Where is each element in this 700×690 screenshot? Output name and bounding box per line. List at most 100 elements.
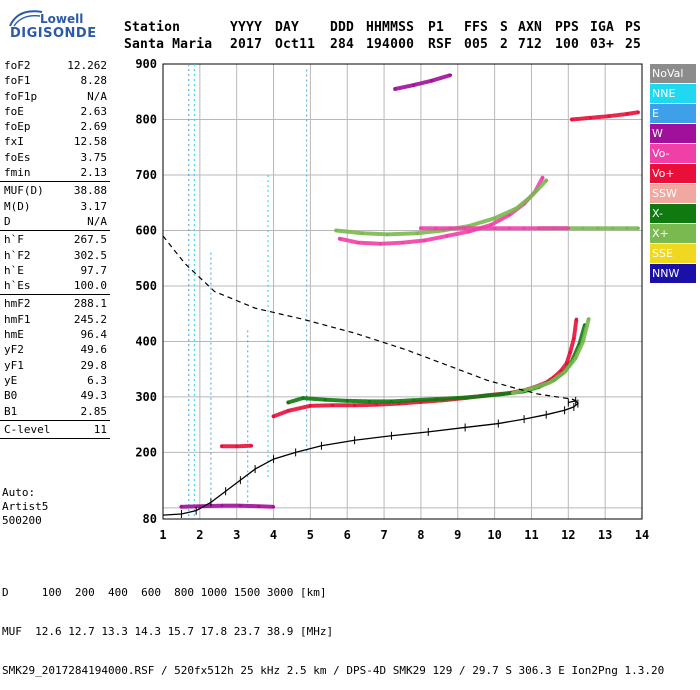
param-label: B1 bbox=[4, 404, 18, 418]
x-tick-label: 8 bbox=[417, 528, 424, 542]
echo-point bbox=[323, 398, 327, 402]
param-label: hmF2 bbox=[4, 297, 31, 311]
echo-point bbox=[220, 504, 224, 508]
param-row: yE 6.3 bbox=[0, 373, 110, 388]
echo-point bbox=[198, 504, 202, 508]
y-tick-label: 900 bbox=[135, 57, 157, 71]
param-label: fmin bbox=[4, 166, 31, 180]
param-row: foEs 3.75 bbox=[0, 150, 110, 165]
echo-point bbox=[345, 399, 349, 403]
echo-point bbox=[529, 387, 534, 391]
logo-text-lowell: Lowell bbox=[40, 12, 84, 26]
param-value: 96.4 bbox=[80, 328, 108, 342]
echo-point bbox=[581, 339, 585, 344]
legend-entry: SSE bbox=[650, 244, 696, 263]
echo-point bbox=[393, 87, 397, 91]
param-label: M(D) bbox=[4, 199, 31, 213]
echo-point bbox=[238, 504, 242, 508]
param-value: 245.2 bbox=[73, 312, 107, 326]
x-tick-label: 3 bbox=[233, 528, 240, 542]
legend-entry: Vo+ bbox=[650, 164, 696, 183]
echo-point bbox=[537, 226, 541, 230]
echo-point bbox=[588, 116, 593, 120]
x-tick-label: 11 bbox=[524, 528, 538, 542]
echo-point bbox=[249, 444, 254, 448]
param-label: yE bbox=[4, 373, 18, 387]
header-label: IGA bbox=[590, 20, 615, 35]
param-label: hmF1 bbox=[4, 312, 31, 326]
param-row: hmE 96.4 bbox=[0, 327, 110, 342]
echo-point bbox=[271, 505, 276, 509]
param-value: 12.58 bbox=[73, 135, 107, 149]
echo-point bbox=[301, 396, 305, 400]
echo-point bbox=[610, 226, 615, 230]
param-row: h`F 267.5 bbox=[0, 232, 110, 247]
header-value: 284 bbox=[330, 37, 355, 52]
echo-point bbox=[448, 226, 452, 230]
header-value: Oct11 bbox=[275, 37, 316, 52]
param-value: 2.63 bbox=[80, 104, 108, 118]
echo-point bbox=[415, 231, 419, 235]
footer-distance-row: D 100 200 400 600 800 1000 1500 3000 [km… bbox=[2, 586, 327, 599]
param-row: h`F2 302.5 bbox=[0, 248, 110, 263]
param-value: N/A bbox=[87, 89, 107, 103]
param-row: h`Es 100.0 bbox=[0, 278, 110, 293]
param-value: 267.5 bbox=[73, 233, 107, 247]
param-value: 12.262 bbox=[67, 59, 107, 72]
echo-point bbox=[419, 226, 423, 230]
echo-point bbox=[463, 226, 467, 230]
param-row: foF1 8.28 bbox=[0, 73, 110, 88]
auto-version: 500200 bbox=[2, 514, 42, 527]
param-row: foE 2.63 bbox=[0, 104, 110, 119]
footer-file-info: SMK29_2017284194000.RSF / 520fx512h 25 k… bbox=[2, 664, 665, 677]
param-label: D bbox=[4, 214, 11, 228]
param-row: fmin 2.13 bbox=[0, 165, 110, 180]
param-value: 2.85 bbox=[80, 404, 108, 418]
param-row: C-level 11 bbox=[0, 422, 110, 437]
param-value: 6.3 bbox=[87, 373, 107, 387]
scaled-parameters-panel: foF2 12.262 foF1 8.28 foF1p N/A foE 2.63 foEp 2.6… bbox=[0, 58, 110, 440]
param-row: yF1 29.8 bbox=[0, 358, 110, 373]
y-tick-label-min: 80 bbox=[143, 512, 157, 526]
legend-entry: E bbox=[650, 104, 696, 123]
header-label: PS bbox=[625, 20, 642, 35]
echo-point bbox=[625, 226, 629, 230]
echo-point bbox=[478, 226, 482, 230]
echo-point bbox=[434, 226, 438, 230]
echo-point bbox=[500, 392, 504, 396]
x-tick-label: 7 bbox=[380, 528, 387, 542]
plot-frame bbox=[162, 63, 643, 520]
param-row: yF2 49.6 bbox=[0, 342, 110, 357]
y-tick-label: 500 bbox=[135, 279, 157, 293]
echo-point bbox=[411, 83, 416, 87]
param-row: fxI 12.58 bbox=[0, 134, 110, 149]
param-label: foEp bbox=[4, 120, 31, 134]
param-row: foF2 12.262 bbox=[0, 58, 110, 73]
header-value: 2017 bbox=[230, 37, 263, 52]
param-value: 38.88 bbox=[73, 184, 107, 198]
autoscaling-info: Auto: Artist5 500200 bbox=[2, 486, 48, 528]
legend-entry: X- bbox=[650, 204, 696, 223]
echo-point bbox=[493, 216, 497, 220]
param-label: h`F bbox=[4, 233, 24, 247]
param-value: 3.75 bbox=[80, 150, 108, 164]
header-value: 03+ bbox=[590, 37, 615, 52]
echo-point bbox=[566, 226, 570, 230]
echo-point bbox=[360, 231, 364, 235]
header-label: DAY bbox=[275, 20, 300, 35]
param-row: h`E 97.7 bbox=[0, 263, 110, 278]
x-tick-label: 9 bbox=[454, 528, 461, 542]
echo-point bbox=[548, 380, 552, 385]
param-row: foF1p N/A bbox=[0, 89, 110, 104]
polarization-legend: NoVal NNE E W Vo- Vo+ SSW X- X+ SSE NNW bbox=[650, 64, 696, 284]
echo-point bbox=[574, 317, 579, 321]
param-label: fxI bbox=[4, 135, 24, 149]
y-tick-label: 700 bbox=[135, 168, 157, 182]
echo-point bbox=[586, 317, 591, 321]
x-tick-label: 4 bbox=[270, 528, 277, 542]
param-label: foEs bbox=[4, 150, 31, 164]
param-row: MUF(D) 38.88 bbox=[0, 183, 110, 198]
param-value: 49.3 bbox=[80, 389, 108, 403]
param-value: N/A bbox=[87, 214, 107, 228]
header-value: 194000 bbox=[366, 37, 415, 52]
